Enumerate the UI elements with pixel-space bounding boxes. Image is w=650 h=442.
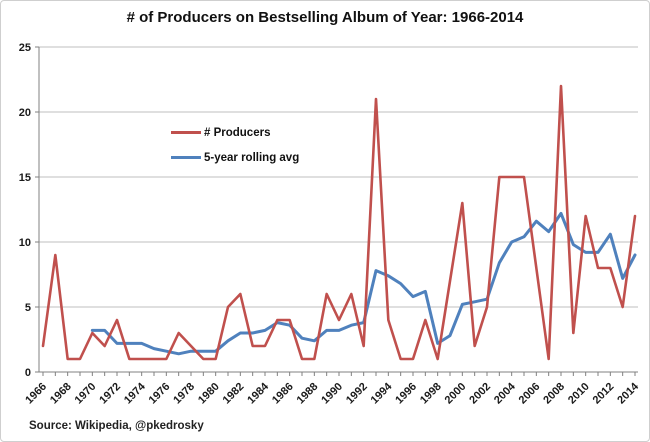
x-tick-label: 2010	[566, 381, 592, 407]
y-tick-label: 0	[25, 367, 31, 379]
x-tick-label: 1970	[73, 381, 99, 407]
y-axis-labels: 0 5 10 15 20 25	[19, 42, 31, 379]
legend-item-producers: # Producers	[171, 120, 299, 145]
x-axis-labels: 1966196819701972197419761978198019821984…	[23, 380, 641, 406]
producers-line	[41, 84, 637, 361]
x-tick-label: 2000	[443, 381, 469, 407]
x-tick-label: 1982	[221, 381, 247, 407]
x-tick-label: 1986	[270, 381, 296, 407]
x-tick-label: 1974	[122, 380, 148, 406]
x-tick-label: 1966	[23, 381, 49, 407]
x-axis-ticks	[42, 372, 636, 376]
legend: # Producers 5-year rolling avg	[171, 120, 299, 170]
x-tick-label: 2008	[541, 381, 567, 407]
y-tick-label: 15	[19, 172, 31, 184]
legend-label-rolling-avg: 5-year rolling avg	[204, 151, 300, 164]
x-tick-label: 1976	[147, 381, 173, 407]
gridlines	[35, 46, 638, 373]
x-tick-label: 2012	[591, 381, 617, 407]
chart-title: # of Producers on Bestselling Album of Y…	[126, 9, 524, 26]
x-tick-label: 1968	[48, 381, 74, 407]
legend-label-producers: # Producers	[204, 126, 271, 139]
x-tick-label: 1984	[245, 380, 271, 406]
x-tick-label: 2006	[517, 381, 543, 407]
y-tick-label: 10	[19, 237, 31, 249]
legend-item-rolling-avg: 5-year rolling avg	[171, 145, 299, 170]
x-tick-label: 2002	[467, 381, 493, 407]
x-tick-label: 1990	[319, 381, 345, 407]
producers-line-swatch	[171, 131, 201, 134]
source-note: Source: Wikipedia, @pkedrosky	[29, 420, 204, 432]
x-tick-label: 1996	[393, 381, 419, 407]
x-tick-label: 2004	[492, 380, 518, 406]
x-tick-label: 1998	[418, 381, 444, 407]
x-tick-label: 1994	[369, 380, 395, 406]
x-tick-label: 1992	[344, 381, 370, 407]
x-tick-label: 1978	[171, 381, 197, 407]
x-tick-label: 1972	[97, 381, 123, 407]
x-tick-label: 1988	[295, 381, 321, 407]
x-tick-label: 1980	[196, 381, 222, 407]
y-tick-label: 25	[19, 42, 31, 54]
y-tick-label: 20	[19, 107, 31, 119]
x-tick-label: 2014	[615, 380, 641, 406]
y-tick-label: 5	[25, 302, 31, 314]
rolling-avg-line-swatch	[171, 156, 201, 159]
